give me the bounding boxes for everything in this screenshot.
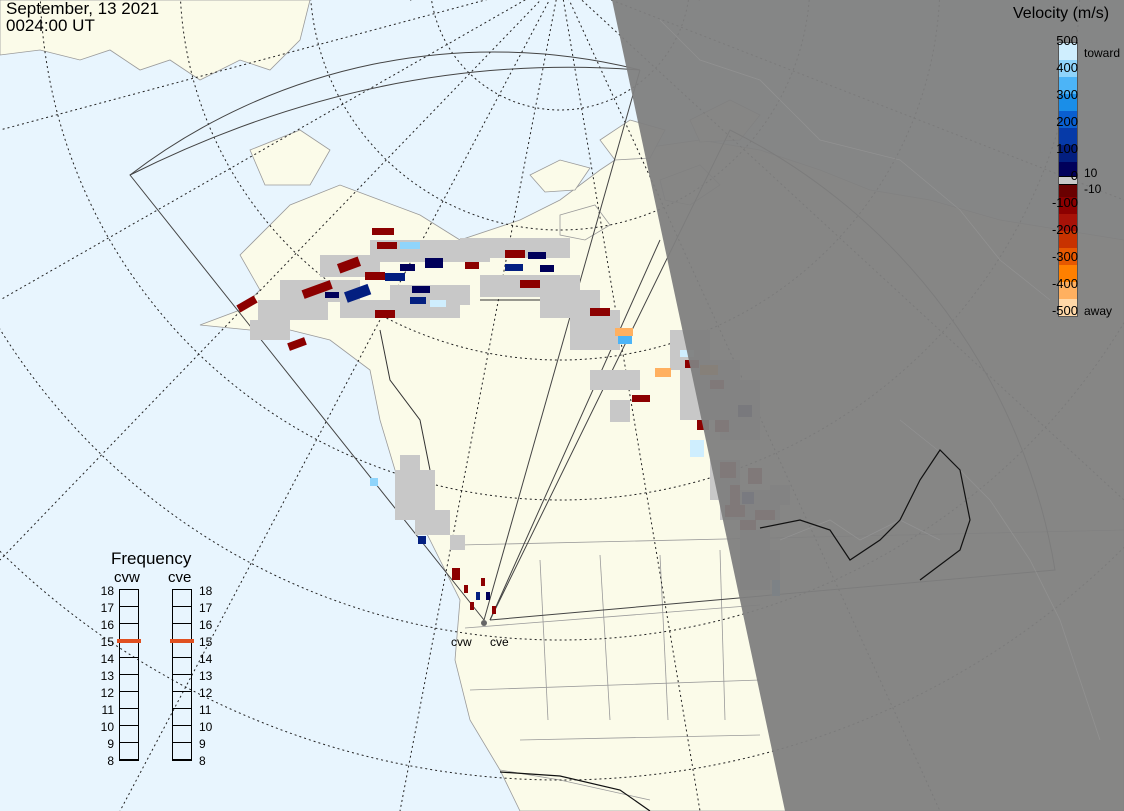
border-east: [759, 449, 971, 581]
freq-tick-cvw: 17: [100, 601, 114, 615]
freq-gridline: [120, 657, 138, 658]
freq-tick-cve: 17: [199, 601, 213, 615]
freq-tick-cve: 9: [199, 737, 206, 751]
colorbar-tick: -100: [1051, 195, 1078, 210]
colorbar-segment: [1059, 247, 1077, 266]
freq-gridline: [173, 674, 191, 675]
freq-gridline: [173, 708, 191, 709]
freq-gridline: [120, 691, 138, 692]
freq-tick-cve: 11: [199, 703, 212, 717]
colorbar-segment: [1059, 281, 1077, 300]
freq-tick-cvw: 16: [100, 618, 114, 632]
freq-gridline: [120, 708, 138, 709]
radar-site-marker: [481, 620, 487, 626]
freq-tick-cvw: 10: [100, 720, 114, 734]
frequency-marker: [117, 639, 141, 643]
colorbar-segment: [1059, 264, 1077, 283]
colorbar-segment: [1059, 196, 1077, 215]
freq-gridline: [120, 725, 138, 726]
velocity-colorbar: [1058, 42, 1078, 317]
colorbar-inner-pos: 10: [1084, 166, 1098, 180]
colorbar-segment: [1059, 162, 1077, 180]
colorbar-tick: 100: [1056, 141, 1078, 156]
colorbar-tick: -200: [1051, 222, 1078, 237]
freq-gridline: [173, 691, 191, 692]
freq-gridline: [173, 657, 191, 658]
colorbar-segment: [1059, 77, 1077, 95]
freq-tick-cvw: 18: [100, 584, 114, 598]
colorbar-segment: [1059, 94, 1077, 112]
colorbar-zero-band: [1059, 176, 1077, 185]
site-label-cvw: cvw: [451, 635, 472, 649]
freq-tick-cvw: 14: [100, 652, 114, 666]
colorbar-segment: [1059, 128, 1077, 146]
freq-tick-cve: 13: [199, 669, 213, 683]
colorbar-segment: [1059, 213, 1077, 232]
freq-tick-cvw: 13: [100, 669, 114, 683]
freq-gridline: [173, 606, 191, 607]
colorbar-tick: 500: [1056, 33, 1078, 48]
freq-tick-cve: 16: [199, 618, 213, 632]
colorbar-tick: 300: [1056, 87, 1078, 102]
freq-radar-cve: cve: [168, 569, 192, 586]
freq-tick-cve: 18: [199, 584, 213, 598]
freq-gridline: [120, 742, 138, 743]
frequency-title: Frequency: [111, 549, 192, 568]
freq-gridline: [173, 742, 191, 743]
freq-gridline: [173, 725, 191, 726]
colorbar-tick: 400: [1056, 60, 1078, 75]
colorbar-tick: 200: [1056, 114, 1078, 129]
colorbar-inner-neg: -10: [1084, 182, 1102, 196]
freq-tick-cve: 12: [199, 686, 213, 700]
colorbar-segment: [1059, 145, 1077, 163]
date-label: September, 13 2021: [6, 0, 160, 18]
time-label: 0024:00 UT: [6, 16, 95, 35]
freq-tick-cvw: 8: [107, 754, 114, 768]
colorbar-title: Velocity (m/s): [1013, 5, 1110, 22]
frequency-marker: [170, 639, 194, 643]
frequency-box-cvw: [117, 589, 141, 761]
freq-gridline: [120, 606, 138, 607]
freq-gridline: [120, 623, 138, 624]
freq-tick-cvw: 9: [107, 737, 114, 751]
colorbar-segment: [1059, 43, 1077, 61]
colorbar-segment: [1059, 298, 1077, 316]
freq-gridline: [120, 674, 138, 675]
colorbar-tick: -400: [1051, 276, 1078, 291]
freq-tick-cve: 10: [199, 720, 213, 734]
freq-gridline: [173, 623, 191, 624]
night-shade: [612, 0, 1124, 811]
border-south: [499, 771, 651, 811]
colorbar-toward-label: toward: [1084, 46, 1121, 60]
freq-tick-cve: 15: [199, 635, 213, 649]
freq-gridline: [173, 759, 191, 760]
colorbar-away-label: away: [1084, 304, 1113, 318]
freq-tick-cvw: 15: [100, 635, 114, 649]
colorbar-segment: [1059, 60, 1077, 78]
freq-tick-cve: 8: [199, 754, 206, 768]
freq-gridline: [120, 759, 138, 760]
colorbar-tick: -300: [1051, 249, 1078, 264]
site-label-cve: cve: [490, 635, 509, 649]
colorbar-segment: [1059, 111, 1077, 129]
freq-tick-cve: 14: [199, 652, 213, 666]
colorbar-tick: -500: [1051, 303, 1078, 318]
freq-tick-cvw: 12: [100, 686, 114, 700]
freq-tick-cvw: 11: [101, 703, 114, 717]
frequency-box-cve: [170, 589, 194, 761]
colorbar-tick: 0: [1070, 168, 1078, 183]
freq-radar-cvw: cvw: [114, 569, 140, 586]
colorbar-segment: [1059, 230, 1077, 249]
